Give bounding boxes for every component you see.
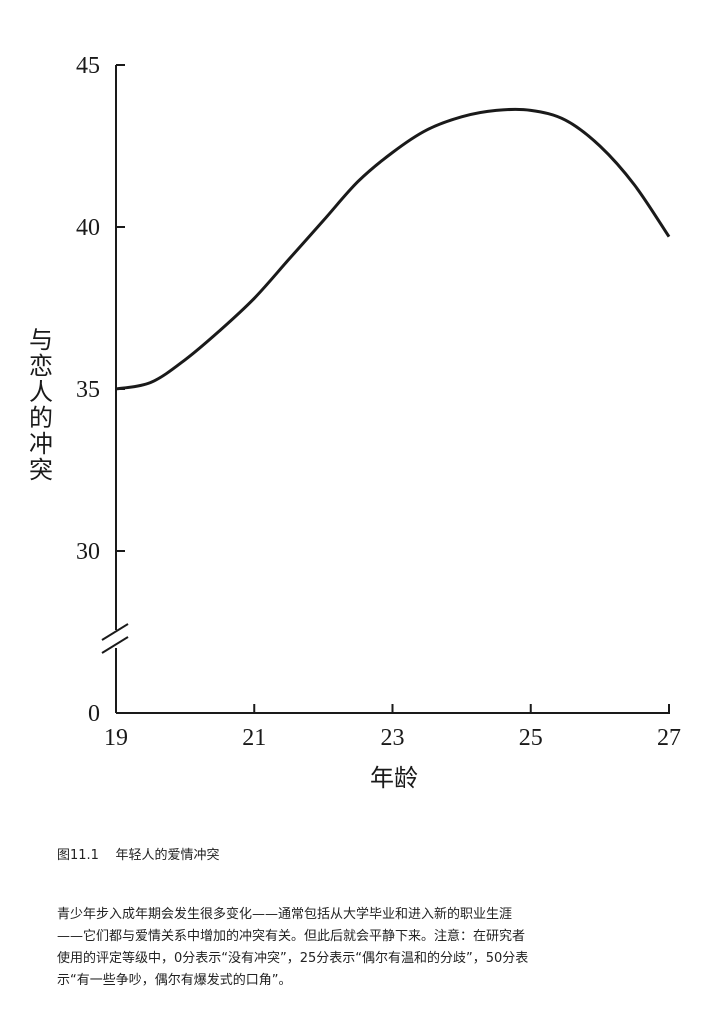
y-axis-ticks: 0 30 35 40 45	[76, 53, 125, 727]
figure-caption-text: 年轻人的爱情冲突	[115, 848, 220, 863]
body-paragraph: 青少年步入成年期会发生很多变化——通常包括从大学毕业和进入新的职业生涯 ——它们…	[57, 904, 657, 992]
conflict-curve	[115, 107, 671, 391]
y-tick-label: 0	[88, 701, 100, 727]
y-tick-label: 35	[76, 377, 100, 403]
x-tick-label: 21	[242, 725, 266, 751]
body-line: 青少年步入成年期会发生很多变化——通常包括从大学毕业和进入新的职业生涯	[57, 907, 513, 922]
y-axis-title-char: 恋	[29, 352, 53, 380]
x-tick-label: 23	[381, 725, 405, 751]
y-axis-title-char: 的	[29, 404, 53, 432]
x-axis-ticks: 19 21 23 25 27	[104, 704, 681, 751]
y-axis-title-char: 人	[29, 378, 53, 406]
x-tick-label: 19	[104, 725, 128, 751]
figure-caption: 图11.1 年轻人的爱情冲突	[57, 844, 220, 863]
body-line: ——它们都与爱情关系中增加的冲突有关。但此后就会平静下来。注意：在研究者	[57, 929, 526, 944]
y-axis-break-mark-upper	[101, 623, 129, 641]
x-tick-label: 25	[519, 725, 543, 751]
x-tick-label: 27	[657, 725, 681, 751]
y-axis-break-mark-lower	[101, 636, 129, 654]
x-axis-title: 年龄	[370, 764, 418, 792]
y-axis-title-char: 与	[29, 326, 53, 354]
body-line: 使用的评定等级中，0分表示“没有冲突”，25分表示“偶尔有温和的分歧”，50分表	[57, 951, 529, 966]
y-tick-label: 45	[76, 53, 100, 79]
figure-number: 图11.1	[57, 848, 99, 863]
y-axis-title-char: 突	[29, 456, 53, 484]
y-axis-title-char: 冲	[29, 430, 53, 458]
body-line: 示“有一些争吵，偶尔有爆发式的口角”。	[57, 973, 292, 988]
y-tick-label: 30	[76, 539, 100, 565]
y-tick-label: 40	[76, 215, 100, 241]
